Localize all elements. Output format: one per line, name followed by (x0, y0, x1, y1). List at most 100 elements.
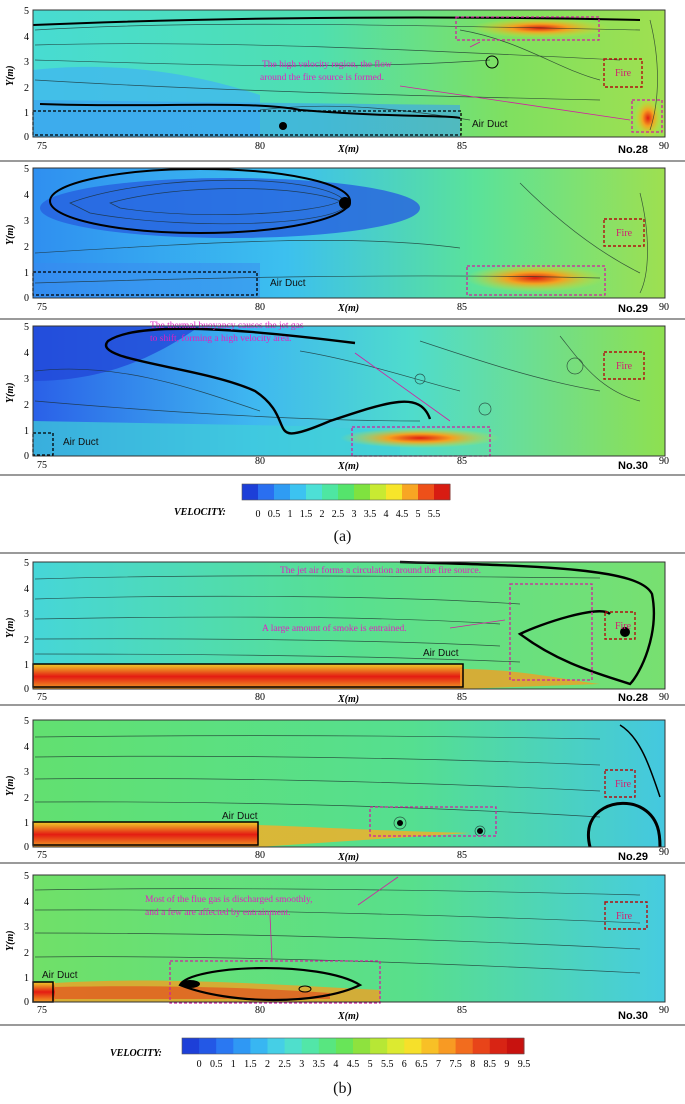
air-duct-label: Air Duct (423, 648, 459, 659)
contour-plot: Air Duct Fire 5 4 3 2 1 0 Y(m) 75 80 85 … (5, 716, 669, 862)
panel-b-no30: Most of the flue gas is discharged smoot… (0, 865, 685, 1023)
x-tick: 75 (37, 850, 47, 861)
y-tick: 3 (24, 216, 29, 227)
fire-label: Fire (616, 911, 633, 922)
air-duct-label: Air Duct (222, 811, 258, 822)
y-tick: 3 (24, 922, 29, 933)
colorbar-swatch (318, 1038, 337, 1054)
y-tick: 4 (24, 897, 29, 908)
y-tick: 5 (24, 871, 29, 882)
colorbar-tick-label: 3.5 (313, 1059, 326, 1070)
colorbar-swatch (370, 484, 387, 500)
x-axis-label: X(m) (337, 694, 359, 704)
x-tick: 75 (37, 1005, 47, 1016)
x-tick: 75 (37, 141, 47, 152)
colorbar-frame (241, 483, 451, 501)
colorbar-tick-label: 6 (402, 1059, 407, 1070)
colorbar-tick-label: 1 (288, 509, 293, 520)
y-axis-label: Y(m) (5, 930, 16, 951)
colorbar-swatch (182, 1038, 200, 1054)
x-tick: 85 (457, 302, 467, 313)
divider (0, 318, 685, 320)
y-tick: 4 (24, 348, 29, 359)
colorbar-swatch (335, 1038, 354, 1054)
y-tick: 5 (24, 558, 29, 569)
air-duct-label: Air Duct (472, 119, 508, 130)
x-tick: 85 (457, 456, 467, 467)
contour-plot: Air Duct Fire 5 4 3 2 1 0 Y(m) 75 80 85 … (5, 164, 669, 315)
y-tick: 4 (24, 190, 29, 201)
fire-label: Fire (615, 68, 632, 79)
panel-b-no29: Air Duct Fire 5 4 3 2 1 0 Y(m) 75 80 85 … (0, 707, 685, 862)
annotation-line-2: A large amount of smoke is entrained. (262, 623, 407, 634)
annotation-line-1: The high velocity region, the flow (262, 59, 392, 70)
x-tick: 80 (255, 692, 265, 703)
colorbar-tick-label: 4 (384, 509, 389, 520)
air-duct-label: Air Duct (63, 437, 99, 448)
x-tick: 80 (255, 850, 265, 861)
y-tick: 0 (24, 451, 29, 462)
colorbar-tick-label: 0 (256, 509, 261, 520)
colorbar-tick-label: 4 (333, 1059, 338, 1070)
colorbar: VELOCITY: 0 0.5 1 1.5 2 2.5 3 3.5 4 4.5 5 5.5 6 6.5 7 7… (110, 1037, 530, 1070)
x-tick: 85 (457, 1005, 467, 1016)
colorbar: VELOCITY: 0 0.5 1 1.5 2 2.5 3 3.5 4 4.5 5 5.5 (174, 483, 451, 520)
colorbar-swatch (242, 484, 259, 500)
colorbar-swatch (438, 1038, 457, 1054)
x-axis-label: X(m) (337, 461, 359, 472)
colorbar-tick-label: 2 (320, 509, 325, 520)
colorbar-tick-label: 8.5 (484, 1059, 497, 1070)
x-tick: 80 (255, 141, 265, 152)
colorbar-swatch (421, 1038, 439, 1054)
y-tick: 0 (24, 684, 29, 695)
fire-label: Fire (615, 779, 632, 790)
colorbar-tick-label: 0 (197, 1059, 202, 1070)
colorbar-tick-label: 5.5 (428, 509, 441, 520)
annotation-line-2: to shift, forming a high velocity area. (150, 333, 291, 344)
contour-plot: The jet air forms a circulation around t… (5, 558, 669, 704)
legend-title: VELOCITY: (110, 1048, 162, 1059)
y-tick: 2 (24, 83, 29, 94)
fire-label: Fire (615, 621, 632, 632)
fire-label: Fire (616, 228, 633, 239)
colorbar-tick-label: 1.5 (300, 509, 313, 520)
colorbar-swatch (233, 1038, 251, 1054)
annotation-line-2: and a few are affected by entrainment. (145, 907, 291, 918)
colorbar-swatch (472, 1038, 491, 1054)
x-axis-label: X(m) (337, 1011, 359, 1022)
case-number: No.28 (618, 692, 648, 704)
colorbar-frame (181, 1037, 525, 1055)
divider (0, 552, 685, 554)
annotation-line-1: The jet air forms a circulation around t… (280, 565, 481, 576)
fire-label: Fire (616, 361, 633, 372)
x-tick: 90 (659, 847, 669, 858)
caption-b: (b) (333, 1080, 352, 1097)
y-tick: 1 (24, 108, 29, 119)
air-duct-label: Air Duct (270, 278, 306, 289)
x-tick: 90 (659, 1005, 669, 1016)
y-tick: 3 (24, 57, 29, 68)
x-tick: 80 (255, 1005, 265, 1016)
case-number: No.29 (618, 851, 648, 862)
colorbar-swatch (418, 484, 435, 500)
colorbar-swatch (290, 484, 307, 500)
contour-plot: The thermal buoyancy causes the jet gas … (5, 321, 669, 472)
colorbar-tick-label: 6.5 (415, 1059, 428, 1070)
panel-a-no30: The thermal buoyancy causes the jet gas … (0, 321, 685, 473)
y-tick: 1 (24, 973, 29, 984)
colorbar-tick-label: 7.5 (449, 1059, 462, 1070)
y-tick: 1 (24, 818, 29, 829)
colorbar-swatch (284, 1038, 303, 1054)
y-tick: 0 (24, 997, 29, 1008)
divider (0, 474, 685, 476)
y-tick: 0 (24, 293, 29, 304)
colorbar-tick-label: 4.5 (396, 509, 409, 520)
x-tick: 75 (37, 460, 47, 471)
contour-plot: The high velocity region, the flow aroun… (5, 6, 669, 156)
panel-b-no28: The jet air forms a circulation around t… (0, 554, 685, 704)
y-tick: 3 (24, 374, 29, 385)
colorbar-tick-label: 4.5 (347, 1059, 360, 1070)
y-tick: 3 (24, 609, 29, 620)
colorbar-tick-label: 7 (436, 1059, 441, 1070)
x-tick: 90 (659, 302, 669, 313)
